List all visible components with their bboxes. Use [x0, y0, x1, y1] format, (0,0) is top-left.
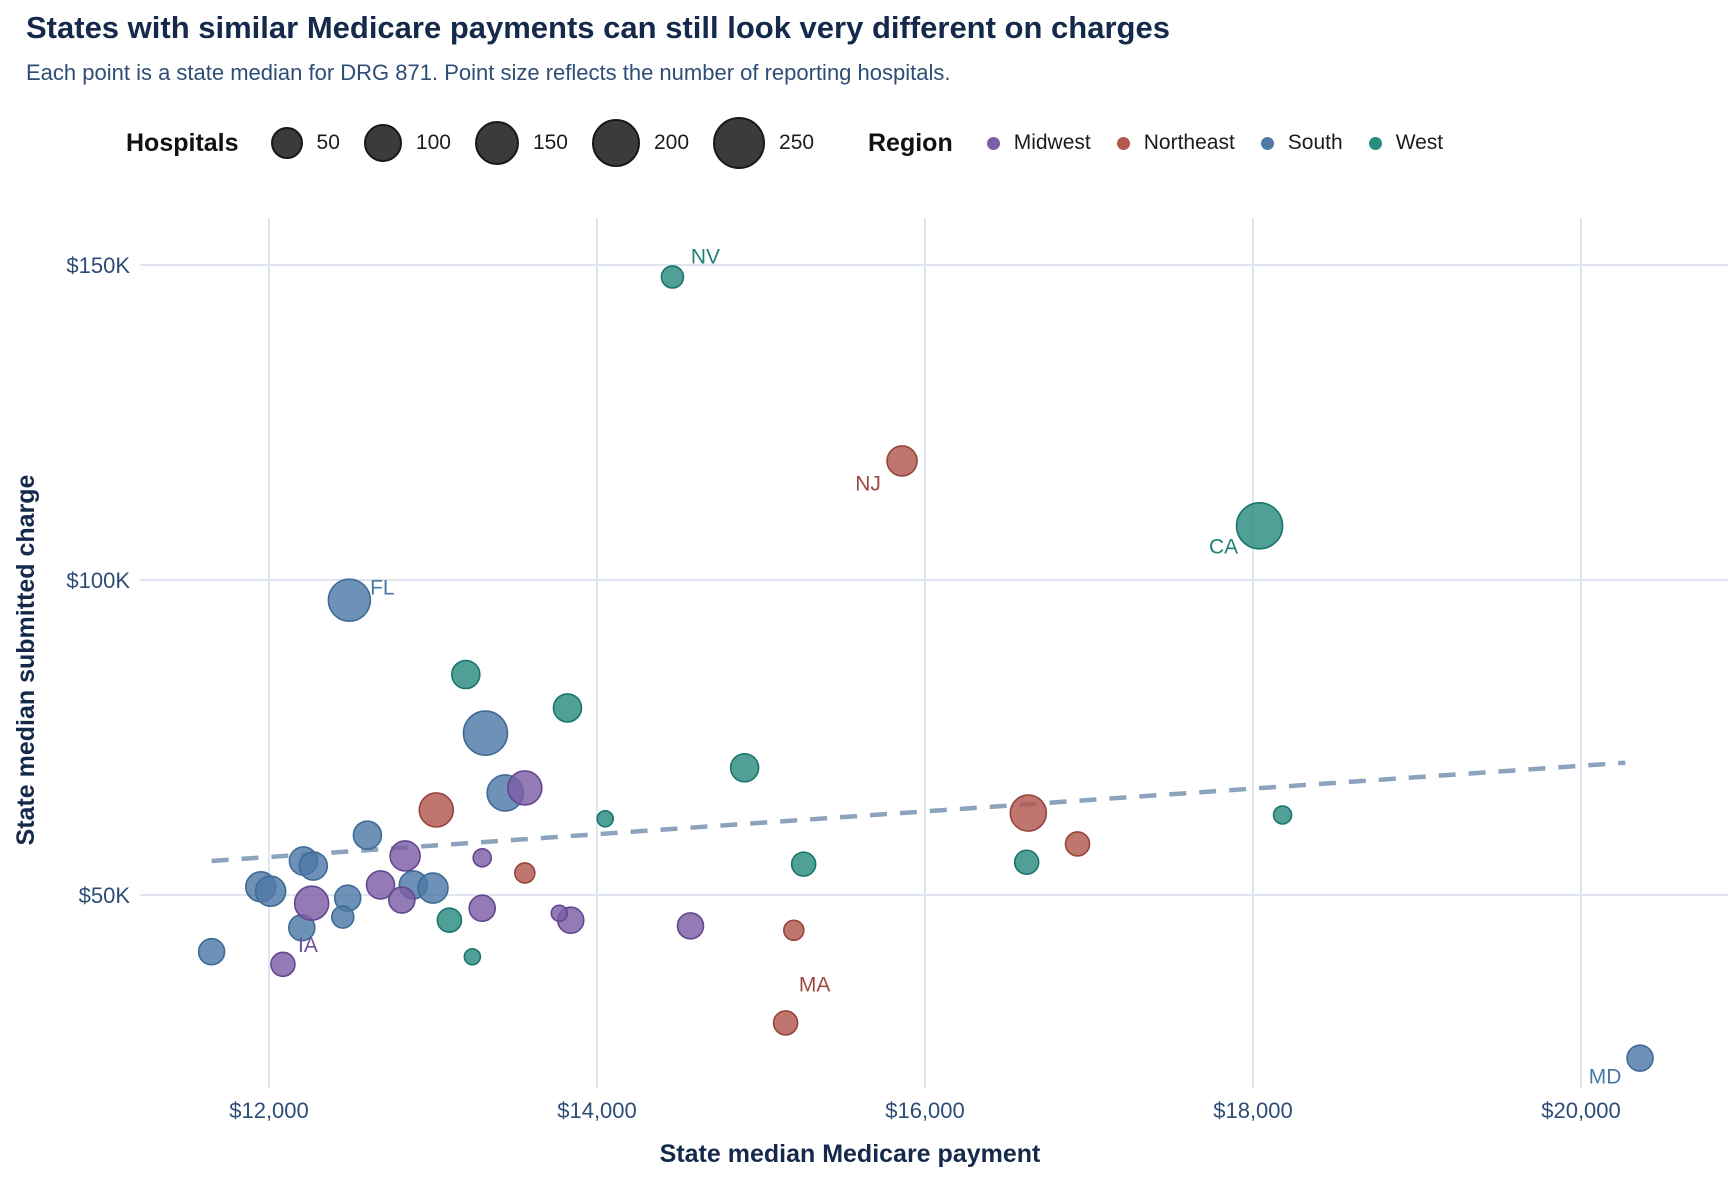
data-point-west: [436, 907, 463, 934]
size-legend-item-200: 200: [591, 119, 690, 167]
data-point-west: [1272, 805, 1293, 825]
region-legend-title: Region: [868, 128, 953, 157]
data-point-northeast: [1064, 831, 1091, 857]
y-axis-title: State median submitted charge: [12, 474, 40, 845]
data-point-south: [330, 905, 355, 929]
data-point-south: [352, 820, 383, 850]
data-point-west: [729, 752, 760, 783]
size-legend-item-50: 50: [270, 127, 340, 159]
data-points: [197, 265, 1654, 1072]
size-legend-label: 200: [653, 131, 690, 154]
data-point-south: [462, 710, 509, 756]
region-legend-label: West: [1395, 131, 1444, 154]
size-legend-circle-icon: [591, 119, 640, 167]
x-axis-title: State median Medicare payment: [660, 1140, 1041, 1168]
data-point-midwest: [388, 886, 416, 914]
data-point-south: [298, 851, 329, 881]
data-point-CA: [1235, 502, 1284, 550]
hospitals-legend-title: Hospitals: [126, 128, 239, 157]
state-labels: FL MD NJ MA IA NV CA: [298, 245, 1621, 1088]
data-point-northeast: [418, 792, 455, 828]
region-legend-item-west: West: [1368, 131, 1444, 155]
state-label-MD: MD: [1589, 1066, 1622, 1089]
region-legend-label: Midwest: [1013, 131, 1091, 154]
data-point-NJ: [886, 445, 918, 477]
size-legend-circle-icon: [713, 117, 766, 169]
data-point-west: [450, 659, 481, 690]
region-legend-dot-icon: [1260, 136, 1274, 150]
state-label-CA: CA: [1209, 535, 1238, 558]
data-point-midwest: [389, 840, 421, 872]
region-legend-dot-icon: [1368, 136, 1382, 150]
size-legend-circle-icon: [474, 121, 519, 165]
size-legend-item-100: 100: [363, 124, 451, 162]
trend-dashed-line: [211, 760, 1626, 864]
size-legend-item-250: 250: [713, 117, 814, 169]
size-legend-label: 250: [779, 131, 815, 154]
axis-tick-labels: $12,000 $14,000 $16,000 $18,000 $20,000 $150K…: [66, 253, 1620, 1123]
state-label-IA: IA: [298, 934, 318, 957]
data-point-west: [552, 693, 583, 723]
region-legend-dot-icon: [986, 136, 1000, 150]
data-point-IA: [270, 951, 296, 978]
x-tick-label: $16,000: [885, 1098, 965, 1123]
data-point-west: [1013, 849, 1040, 876]
region-legend-item-midwest: Midwest: [986, 131, 1091, 155]
region-legend-label: South: [1287, 131, 1343, 154]
hospitals-size-legend: Hospitals 50 100 150 200 250: [126, 112, 814, 174]
state-label-FL: FL: [370, 577, 395, 600]
region-legend: Region Midwest Northeast South West: [868, 112, 1443, 174]
data-point-south: [417, 872, 449, 904]
data-point-northeast: [782, 919, 805, 942]
size-legend-label: 100: [415, 131, 451, 154]
data-point-south: [197, 937, 226, 966]
data-point-west: [463, 947, 482, 966]
data-point-midwest: [293, 885, 330, 921]
state-label-NV: NV: [691, 245, 720, 268]
data-point-midwest: [676, 912, 705, 940]
data-point-NV: [660, 265, 685, 289]
data-point-midwest: [468, 894, 497, 923]
data-point-midwest: [507, 770, 543, 806]
size-legend-label: 50: [316, 131, 340, 154]
y-tick-label: $50K: [79, 883, 131, 908]
data-point-south: [254, 875, 287, 908]
data-point-midwest: [472, 848, 493, 868]
trend-line: [211, 760, 1626, 864]
region-legend-dot-icon: [1116, 136, 1130, 150]
data-point-FL: [327, 578, 372, 622]
gridlines: [140, 218, 1728, 1088]
x-tick-label: $14,000: [557, 1098, 637, 1123]
data-point-west: [790, 851, 817, 877]
size-legend-item-150: 150: [474, 121, 568, 165]
data-point-northeast: [1009, 794, 1048, 832]
region-legend-item-south: South: [1260, 131, 1343, 155]
data-point-midwest: [550, 904, 569, 923]
data-point-northeast: [514, 862, 536, 884]
size-legend-circle-icon: [363, 124, 402, 162]
data-point-midwest: [365, 870, 396, 900]
x-tick-label: $18,000: [1213, 1098, 1293, 1123]
x-tick-label: $12,000: [229, 1098, 309, 1123]
data-point-west: [596, 809, 615, 828]
size-legend-label: 150: [532, 131, 568, 154]
data-point-MA: [772, 1010, 799, 1036]
page-subtitle: Each point is a state median for DRG 871…: [26, 60, 951, 85]
region-legend-item-northeast: Northeast: [1116, 131, 1235, 155]
y-tick-label: $100K: [66, 568, 130, 593]
page-title: States with similar Medicare payments ca…: [26, 10, 1170, 45]
y-tick-label: $150K: [66, 253, 130, 278]
state-label-MA: MA: [799, 973, 831, 996]
region-legend-label: Northeast: [1143, 131, 1235, 154]
state-label-NJ: NJ: [855, 472, 881, 495]
x-tick-label: $20,000: [1541, 1098, 1621, 1123]
data-point-MD: [1626, 1044, 1654, 1072]
size-legend-circle-icon: [270, 127, 303, 159]
